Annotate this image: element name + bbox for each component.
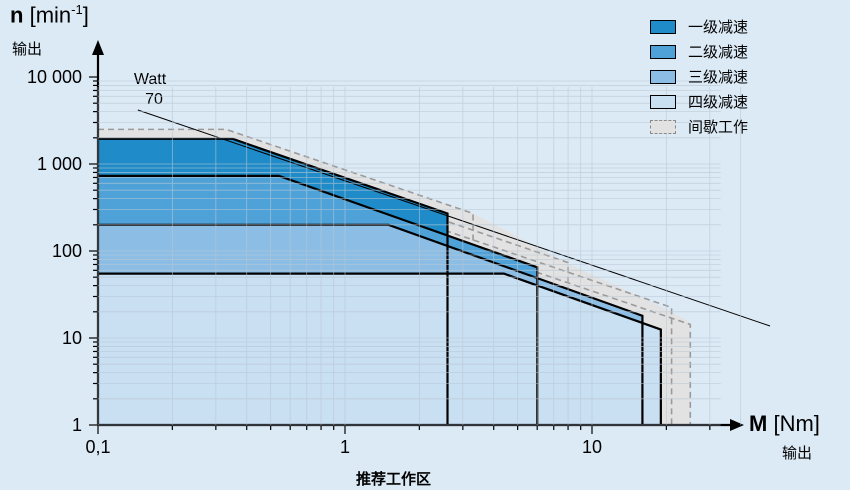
power-line: Watt 70 bbox=[134, 71, 771, 327]
power-line-70w bbox=[137, 109, 771, 327]
y-tick-label: 10 bbox=[62, 328, 82, 348]
x-tick-label: 0,1 bbox=[85, 437, 110, 457]
legend-item-stage-4: 四级减速 bbox=[650, 89, 748, 114]
legend-label: 四级减速 bbox=[688, 94, 749, 111]
x-tick-label: 1 bbox=[340, 437, 350, 457]
stage-outline-4 bbox=[98, 272, 662, 425]
legend-label: 二级减速 bbox=[688, 44, 749, 61]
y-tick-label: 100 bbox=[52, 241, 82, 261]
legend-swatch bbox=[650, 94, 676, 109]
recommended-area-label: 推荐工作区 bbox=[356, 471, 432, 488]
y-axis-symbol: n bbox=[10, 2, 24, 28]
legend-label: 三级减速 bbox=[688, 69, 749, 86]
x-axis-symbol: M bbox=[749, 411, 768, 436]
x-axis-label: M [Nm] bbox=[749, 411, 820, 437]
y-axis-sublabel: 输出 bbox=[12, 41, 43, 58]
y-axis-unit: [min bbox=[29, 2, 72, 28]
y-axis-unit-exp: -1 bbox=[71, 2, 83, 17]
legend-swatch bbox=[650, 69, 676, 84]
legend-swatch bbox=[650, 44, 676, 59]
legend-item-stage-1: 一级减速 bbox=[650, 14, 748, 39]
x-tick-label: 10 bbox=[582, 437, 602, 457]
y-tick-label: 1 bbox=[72, 415, 82, 435]
power-value-label: 70 bbox=[145, 91, 163, 108]
y-axis-label: n [min-1] bbox=[10, 2, 89, 28]
x-axis-unit: [Nm] bbox=[773, 411, 820, 436]
legend-swatch bbox=[650, 119, 676, 134]
y-axis-arrow bbox=[92, 40, 104, 55]
y-tick-label: 1 000 bbox=[37, 154, 82, 174]
grid bbox=[97, 80, 742, 426]
power-unit-label: Watt bbox=[134, 71, 167, 88]
intermittent-outline-3 bbox=[98, 212, 673, 425]
legend-item-stage-2: 二级减速 bbox=[650, 39, 748, 64]
legend: 一级减速 二级减速 三级减速 四级减速 间歇工作 bbox=[650, 14, 748, 139]
x-axis-arrow bbox=[730, 419, 744, 431]
y-axis-unit-close: ] bbox=[82, 2, 89, 28]
legend-label: 一级减速 bbox=[688, 19, 749, 36]
y-tick-label: 10 000 bbox=[27, 67, 82, 87]
legend-item-intermittent: 间歇工作 bbox=[650, 114, 748, 139]
x-axis-sublabel: 输出 bbox=[782, 445, 813, 462]
stage-outline-1 bbox=[98, 137, 449, 425]
legend-label: 间歇工作 bbox=[688, 119, 749, 136]
legend-swatch bbox=[650, 19, 676, 34]
legend-item-stage-3: 三级减速 bbox=[650, 64, 748, 89]
